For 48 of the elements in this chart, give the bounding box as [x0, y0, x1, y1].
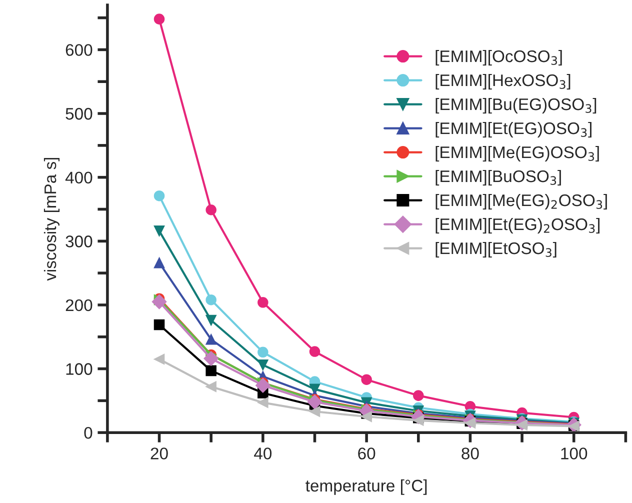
x-tick-label: 60 — [358, 448, 376, 460]
y-tick-label: 0 — [84, 426, 92, 439]
legend-label: [EMIM][OcOSO$_{3}$] — [436, 50, 562, 66]
point — [206, 314, 216, 326]
point — [307, 394, 322, 410]
point — [361, 411, 372, 422]
point — [154, 319, 165, 330]
point — [206, 381, 216, 392]
point — [413, 390, 424, 401]
point — [309, 406, 320, 417]
point — [361, 374, 372, 385]
point — [258, 297, 268, 308]
y-tick-label: 300 — [66, 236, 92, 248]
y-tick-label: 500 — [66, 108, 92, 120]
y-axis-title: viscosity [mPa s] — [44, 158, 60, 281]
x-tick-label: 80 — [462, 448, 479, 460]
legend-label: [EMIM][BuOSO$_{3}$] — [436, 170, 561, 186]
legend-label: [EMIM][EtOSO$_{3}$] — [436, 242, 556, 258]
legend-label: [EMIM][HexOSO$_{3}$] — [436, 74, 570, 90]
x-tick-label: 100 — [561, 448, 588, 460]
point — [309, 346, 320, 357]
point — [256, 378, 270, 393]
y-tick-label: 100 — [66, 363, 92, 375]
x-axis-title: temperature [°C] — [306, 479, 427, 495]
point — [204, 351, 218, 366]
legend-label: [EMIM][Me(EG)OSO$_{3}$] — [436, 146, 599, 162]
point — [258, 346, 268, 358]
y-tick-label: 400 — [65, 172, 92, 184]
y-tick-label: 200 — [66, 299, 92, 312]
point — [206, 334, 216, 345]
point — [206, 294, 216, 306]
point — [154, 190, 165, 202]
point — [154, 257, 165, 268]
legend-label: [EMIM][Me(EG)$_{2}$OSO$_{3}$] — [436, 194, 607, 210]
point — [258, 360, 268, 370]
legend-label: [EMIM][Et(EG)$_{2}$OSO$_{3}$] — [436, 218, 600, 234]
legend-label: [EMIM][Bu(EG)OSO$_{3}$] — [436, 98, 596, 114]
y-tick-label: 600 — [66, 44, 92, 56]
point — [154, 14, 165, 24]
x-tick-label: 20 — [150, 448, 168, 460]
point — [154, 226, 165, 236]
point — [206, 365, 216, 376]
point — [152, 294, 167, 310]
legend-label: [EMIM][Et(EG)OSO$_{3}$] — [436, 122, 592, 138]
point — [154, 354, 165, 365]
point — [206, 204, 216, 216]
x-tick-label: 40 — [254, 448, 272, 460]
point — [258, 397, 268, 408]
